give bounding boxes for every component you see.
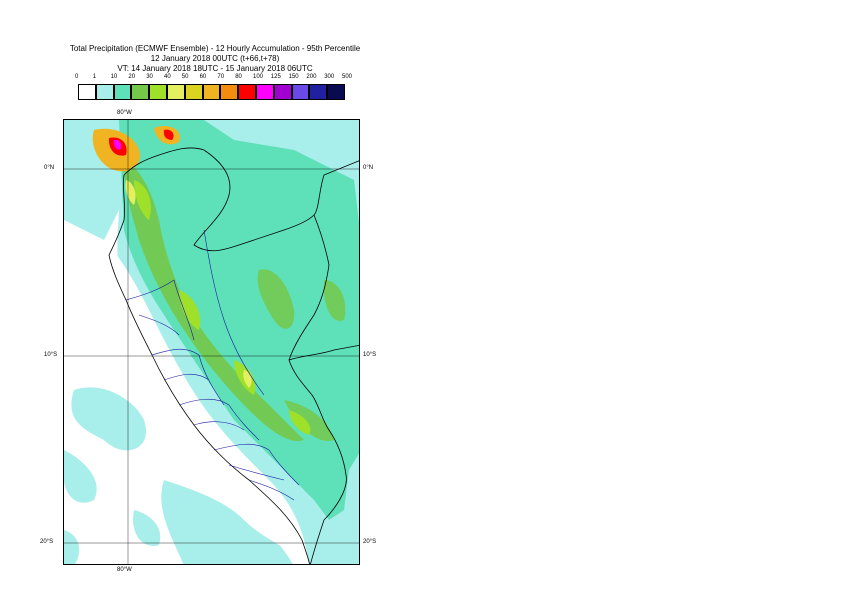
ocean-precip-patch-2 (64, 450, 97, 503)
legend-color-box (78, 84, 96, 100)
ocean-precip-patch-5 (64, 530, 80, 564)
legend-color-box (184, 84, 203, 100)
country-borders (123, 147, 359, 564)
coastline (108, 174, 311, 564)
lat-label-right-20s: 20°S (363, 539, 377, 545)
ocean-precip-patch-4 (133, 510, 161, 546)
precip-core-red (108, 129, 174, 156)
map-canvas (64, 120, 359, 564)
legend-color-box (256, 84, 274, 100)
legend-level-label: 150 (288, 74, 299, 80)
legend-level-label: 1 (92, 74, 97, 80)
legend-color-box (309, 84, 328, 100)
lat-label-left-10s: 10°S (44, 352, 58, 358)
legend-color-box (273, 84, 292, 100)
legend-color-box (238, 84, 256, 100)
legend-level-label: 500 (342, 74, 353, 80)
map-title-line-2: 12 January 2018 00UTC (t+66,t+78) (150, 54, 280, 63)
lat-label-right-0n: 0°N (363, 165, 374, 171)
legend-level-label: 300 (324, 74, 335, 80)
legend-color-box (167, 84, 185, 100)
legend-color-box (149, 84, 167, 100)
precipitation-map (63, 119, 360, 565)
lon-label-top: 80°W (117, 110, 132, 116)
legend-level-label: 30 (146, 74, 153, 80)
land-precip-green-east-3 (284, 400, 334, 441)
lat-label-left-20s: 20°S (40, 539, 54, 545)
legend-level-label: 0 (75, 74, 79, 80)
legend-level-label: 40 (164, 74, 171, 80)
legend-level-label: 10 (110, 74, 118, 80)
legend-level-label: 50 (181, 74, 189, 80)
legend-level-label: 20 (128, 74, 136, 80)
land-precip-green-east-1 (257, 269, 295, 329)
legend-level-label: 100 (253, 74, 264, 80)
map-title-line-3: VT: 14 January 2018 18UTC - 15 January 2… (117, 64, 313, 73)
lon-label-bottom: 80°W (117, 567, 132, 573)
legend-color-box (291, 84, 310, 100)
map-title-line-1: Total Precipitation (ECMWF Ensemble) - 1… (69, 44, 361, 53)
legend-color-box (95, 84, 114, 100)
legend-color-box (131, 84, 150, 100)
legend-level-label: 200 (306, 74, 317, 80)
legend-color-box (202, 84, 221, 100)
legend-color-box (327, 84, 345, 100)
lat-label-left-0n: 0°N (44, 165, 55, 171)
legend-level-label: 125 (270, 74, 281, 80)
legend-level-label: 80 (235, 74, 242, 80)
legend-color-box (220, 84, 239, 100)
lat-label-right-10s: 10°S (363, 352, 377, 358)
precip-core-magenta (113, 139, 122, 150)
legend-level-label: 70 (217, 74, 225, 80)
regional-borders (125, 229, 300, 501)
ocean-precip-patch-1 (71, 387, 146, 451)
precip-core-orange (92, 125, 180, 172)
land-precip-green-east-2 (323, 280, 346, 321)
legend-color-box (113, 84, 132, 100)
legend-level-label: 60 (199, 74, 207, 80)
